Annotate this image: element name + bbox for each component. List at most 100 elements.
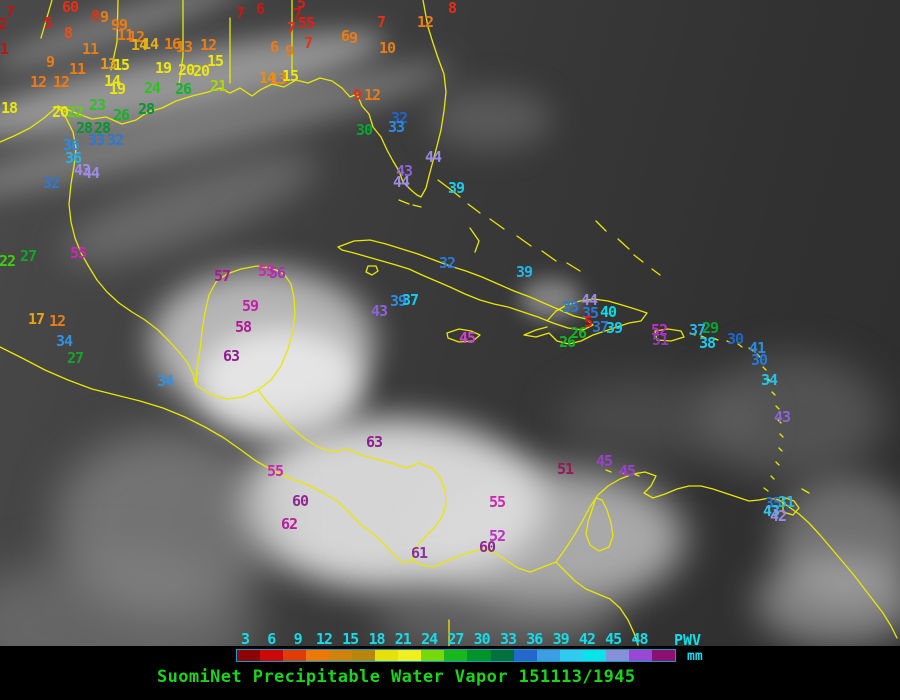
station-value: 22 [0,252,16,271]
station-value: 9 [118,16,128,35]
station-value: 12 [52,73,70,92]
cloud-mass [428,88,553,150]
station-value: 8 [90,7,100,26]
station-value: 5 [43,14,53,33]
station-value: 5 [297,14,307,33]
station-value: 35 [581,304,599,323]
station-value: 12 [199,36,217,55]
station-value: 55 [488,493,506,512]
station-value: 44 [82,164,100,183]
station-value: 8 [447,0,457,18]
scale-unit-label: PWV [674,631,702,649]
station-value: 32 [438,254,456,273]
scale-tick-label: 48 [631,630,648,648]
station-value: 31 [777,493,795,512]
station-value: 30 [355,121,373,140]
station-value: 30 [750,351,768,370]
scale-tick-label: 24 [421,630,438,648]
station-value: 13 [175,38,193,57]
station-value: 44 [580,291,598,310]
station-value: 9 [284,42,294,61]
scale-tick-label: 21 [394,630,412,648]
station-value: 43 [773,408,791,427]
station-value: 28 [75,119,93,138]
station-value: 14 [141,35,159,54]
station-value: 39 [515,263,533,282]
station-value: 41 [748,339,766,358]
scale-tick-label: 39 [552,630,570,648]
station-value: 15 [112,56,130,75]
station-value: 52 [488,527,506,546]
scale-segment [467,650,491,661]
station-value: 43 [73,161,91,180]
image-caption: SuomiNet Precipitable Water Vapor 151113… [157,667,636,687]
station-value: 37 [401,291,419,310]
station-value: 44 [424,148,442,167]
station-value: 12 [48,312,66,331]
scale-tick-label: 33 [499,630,517,648]
scale-segment [398,650,422,661]
station-value: 5 [296,0,306,13]
station-value: 37 [591,318,609,337]
station-value: 29 [701,319,719,338]
color-scale-bar [236,649,676,662]
station-value: 21 [209,77,227,96]
station-value: 35 [764,494,782,513]
station-value: 14 [130,36,148,55]
station-value: 9 [352,86,362,105]
station-value: 9 [45,53,55,72]
scale-segment [283,650,307,661]
station-value: 45 [595,452,613,471]
station-value: 28 [93,119,111,138]
station-value: 60 [478,538,496,557]
station-value: 55 [69,244,87,263]
station-value: 6 [255,0,265,19]
station-value: 7 [376,13,386,32]
scale-tick-label: 42 [578,630,596,648]
station-value: 52 [650,321,668,340]
station-value: 5 [583,313,593,332]
scale-segment [260,650,284,661]
station-value: 28 [137,100,155,119]
station-value: 30 [726,330,744,349]
scale-tick-label: 6 [267,630,276,648]
station-value: 20 [51,103,69,122]
station-value: 12 [416,13,434,32]
station-value: 11 [81,40,99,59]
station-value: 43 [370,302,388,321]
station-value: 14 [258,69,276,88]
station-value: 63 [365,433,383,452]
station-value: 26 [174,80,192,99]
station-values-layer: 7 2 1 5 60 8 8 9 9 9 11 12 14 14 11 9 11 12 12 13 15 14 19 19 20… [0,0,795,562]
station-value: 40 [599,303,617,322]
station-value: 37 [688,321,706,340]
scale-tick-label: 15 [342,630,359,648]
scale-tick-label: 3 [240,630,250,648]
scale-segment [582,650,606,661]
station-value: 34 [156,372,174,391]
scale-segment [628,650,652,661]
scale-tick-label: 9 [293,630,303,648]
station-value: 26 [569,324,587,343]
station-value: 2 [0,15,7,34]
station-value: 11 [68,60,86,79]
station-value: 32 [390,109,408,128]
station-value: 13 [99,55,117,74]
station-value: 7 [5,3,15,22]
scale-unit: mm [687,649,703,664]
station-value: 27 [19,247,37,266]
station-value: 27 [66,349,84,368]
station-value: 22 [66,103,84,122]
station-value: 55 [266,462,284,481]
station-value: 17 [27,310,45,329]
station-value: 14 [103,72,121,91]
station-value: 11 [116,26,134,45]
scale-segment [352,650,376,661]
station-value: 12 [127,28,145,47]
station-value: 39 [447,179,465,198]
station-value: 26 [112,106,130,125]
scale-segment [421,650,445,661]
station-value: 15 [281,67,299,86]
station-value: 35 [561,298,579,317]
station-value: 58 [234,318,252,337]
